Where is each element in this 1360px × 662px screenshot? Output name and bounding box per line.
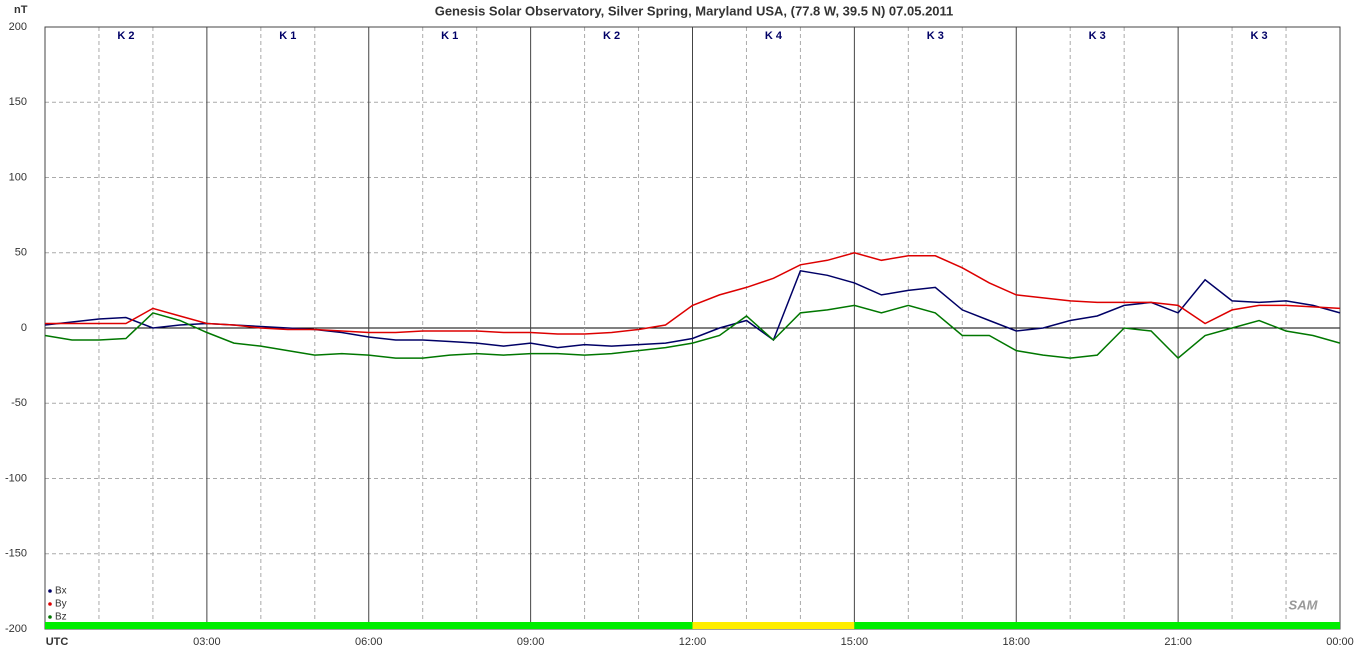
y-tick-label: -150	[5, 548, 27, 560]
x-tick-label: 06:00	[355, 636, 383, 648]
legend-marker	[48, 589, 52, 593]
k-index-label: K 4	[765, 30, 783, 42]
k-index-label: K 1	[279, 30, 296, 42]
x-tick-label: UTC	[46, 636, 69, 648]
y-tick-label: -100	[5, 472, 27, 484]
daylight-segment	[692, 622, 855, 629]
x-tick-label: 18:00	[1002, 636, 1030, 648]
x-tick-label: 12:00	[679, 636, 707, 648]
series-line	[44, 269, 1341, 349]
y-tick-label: 100	[9, 171, 27, 183]
y-tick-label: 150	[9, 96, 27, 108]
legend-label: By	[55, 599, 67, 610]
legend-marker	[48, 602, 52, 606]
k-index-label: K 2	[117, 30, 134, 42]
daylight-segment	[45, 622, 693, 629]
y-tick-label: 0	[21, 322, 27, 334]
y-tick-label: -200	[5, 623, 27, 635]
k-index-label: K 3	[1251, 30, 1268, 42]
series-line	[44, 304, 1341, 360]
k-index-label: K 2	[603, 30, 620, 42]
chart-title: Genesis Solar Observatory, Silver Spring…	[435, 3, 954, 18]
legend-label: Bx	[55, 586, 67, 597]
y-tick-label: 50	[15, 247, 27, 259]
k-index-label: K 1	[441, 30, 458, 42]
x-tick-label: 21:00	[1164, 636, 1192, 648]
y-tick-label: 200	[9, 21, 27, 33]
x-tick-label: 03:00	[193, 636, 221, 648]
k-index-label: K 3	[1089, 30, 1106, 42]
daylight-segment	[854, 622, 1340, 629]
x-tick-label: 09:00	[517, 636, 545, 648]
x-tick-label: 15:00	[841, 636, 869, 648]
series-line	[45, 252, 1341, 335]
legend-label: Bz	[55, 612, 67, 623]
y-axis-label: nT	[14, 4, 28, 16]
k-index-label: K 3	[927, 30, 944, 42]
logo: SAM	[1289, 597, 1319, 612]
legend-marker	[48, 615, 52, 619]
y-tick-label: -50	[11, 397, 27, 409]
x-tick-label: 00:00	[1326, 636, 1354, 648]
